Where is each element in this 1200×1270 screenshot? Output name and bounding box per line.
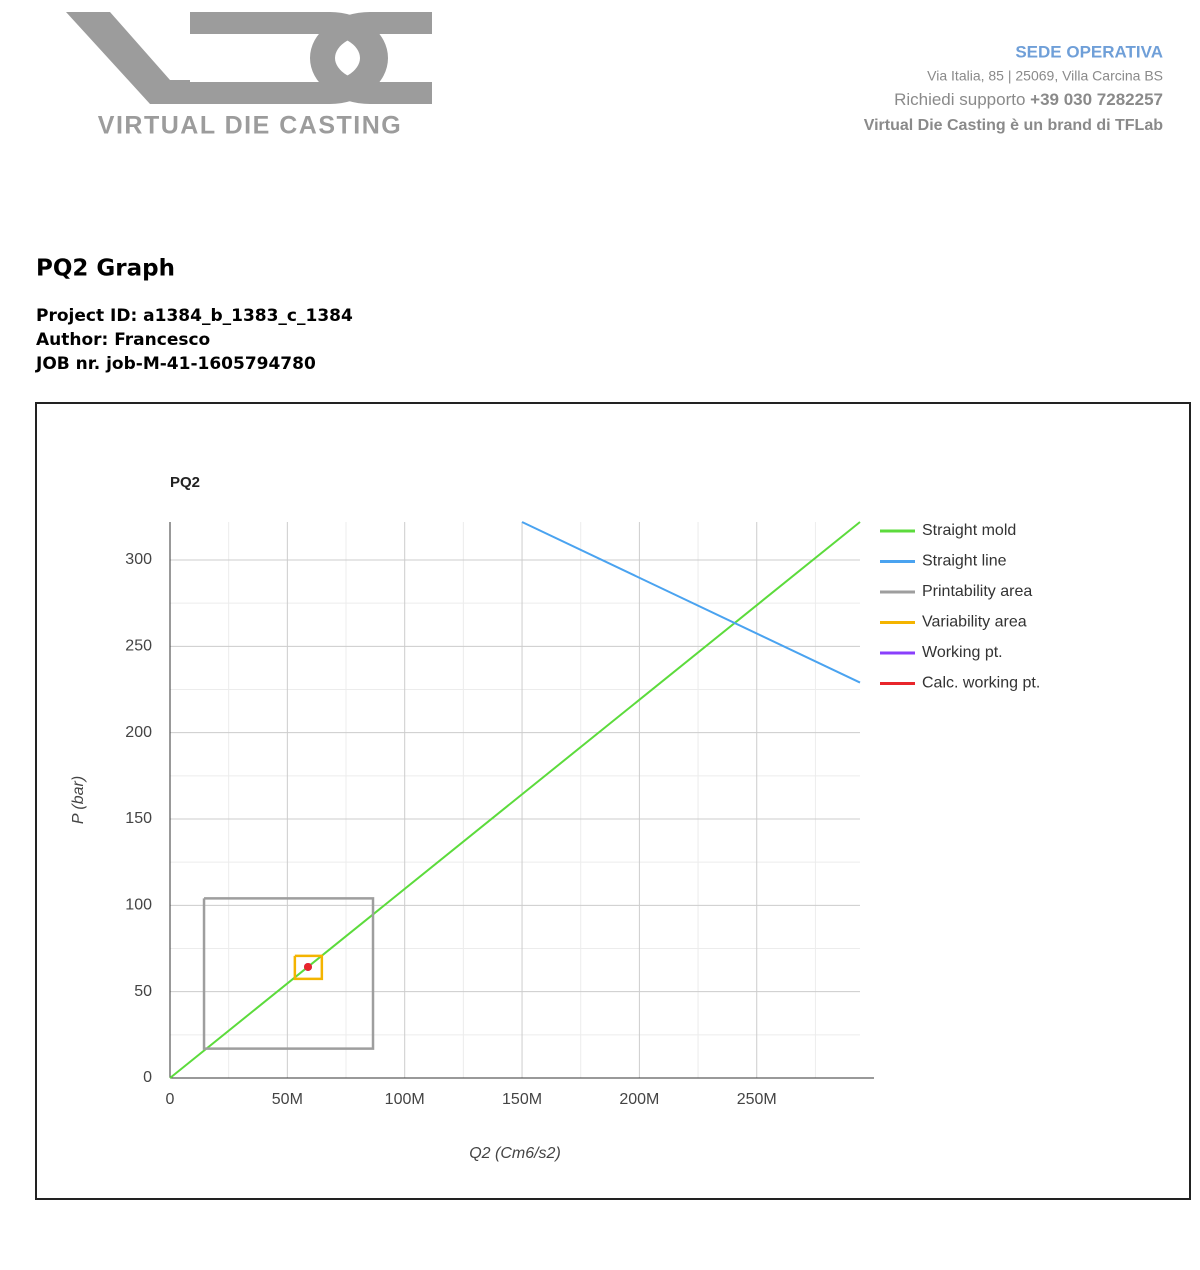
legend-label: Calc. working pt. (922, 675, 1040, 692)
plot: 0 50M 100M 150M 200M 250M 0 50 100 150 200 250 300 St… (125, 521, 1040, 1108)
y-axis-title: P (bar) (70, 776, 87, 824)
x-tick-label: 100M (385, 1091, 425, 1108)
series-line (169, 521, 861, 1079)
chart-title: PQ2 (170, 474, 200, 491)
x-tick-label: 150M (502, 1091, 542, 1108)
brand-note: Virtual Die Casting è un brand di TFLab (864, 117, 1164, 134)
author: Author: Francesco (36, 330, 210, 350)
support-phone: +39 030 7282257 (1030, 90, 1163, 109)
x-axis-title: Q2 (Cm6/s2) (469, 1145, 561, 1162)
doc-title: PQ2 Graph (36, 256, 175, 282)
x-tick-label: 250M (737, 1091, 777, 1108)
support-label: Richiedi supporto (894, 90, 1025, 109)
y-tick-label: 300 (125, 551, 152, 568)
legend-label: Straight mold (922, 522, 1016, 539)
series-line (521, 521, 861, 684)
y-tick-label: 200 (125, 724, 152, 741)
y-tick-label: 0 (143, 1069, 152, 1086)
x-tick-label: 0 (166, 1091, 175, 1108)
job: JOB nr. job-M-41-1605794780 (35, 354, 316, 374)
legend-label: Variability area (922, 614, 1027, 631)
logo-text: VIRTUAL DIE CASTING (98, 112, 402, 140)
series-line (202, 897, 375, 1050)
legend-label: Straight line (922, 553, 1007, 570)
y-tick-label: 150 (125, 810, 152, 827)
x-tick-label: 50M (272, 1091, 303, 1108)
logo (66, 12, 432, 104)
working-point (304, 962, 312, 971)
y-tick-label: 100 (125, 897, 152, 914)
logo-v (66, 12, 190, 104)
legend-label: Working pt. (922, 644, 1003, 661)
address: Via Italia, 85 | 25069, Villa Carcina BS (927, 68, 1163, 84)
chart-frame (35, 402, 1191, 1200)
x-tick-label: 200M (619, 1091, 659, 1108)
series-line (293, 954, 324, 981)
office-title: SEDE OPERATIVA (1015, 42, 1163, 61)
y-tick-label: 50 (134, 983, 152, 1000)
y-tick-label: 250 (125, 638, 152, 655)
support: Richiedi supporto +39 030 7282257 (894, 90, 1163, 109)
project-id: Project ID: a1384_b_1383_c_1384 (36, 306, 353, 326)
logo-c (310, 12, 432, 104)
legend-label: Printability area (922, 583, 1032, 600)
